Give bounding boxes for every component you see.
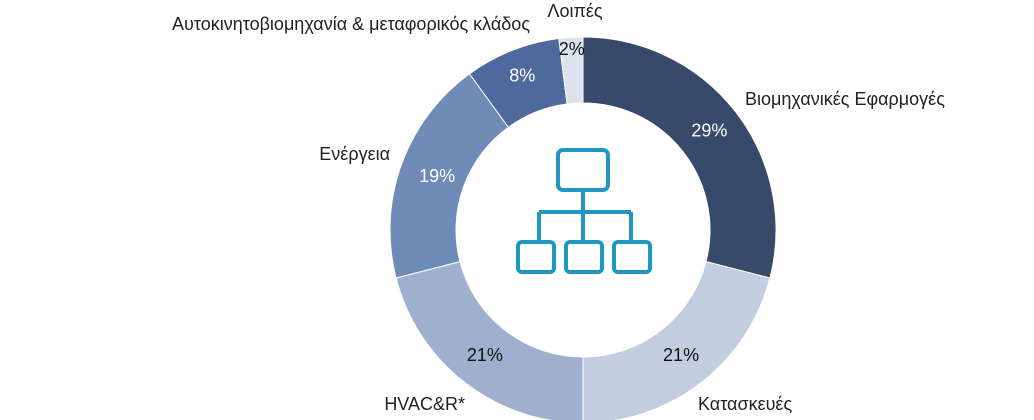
- category-label: Λοιπές: [547, 1, 602, 21]
- data-label: 2%: [559, 39, 585, 59]
- category-label: Ενέργεια: [319, 144, 390, 164]
- data-label: 8%: [509, 65, 535, 85]
- donut-slice: [558, 36, 584, 105]
- category-label: HVAC&R*: [384, 394, 465, 414]
- category-label: Βιομηχανικές Εφαρμογές: [745, 89, 945, 109]
- data-label: 19%: [419, 166, 455, 186]
- donut-slice: [582, 36, 777, 279]
- data-label: 21%: [467, 345, 503, 365]
- category-label: Κατασκευές: [698, 394, 792, 414]
- data-label: 29%: [691, 121, 727, 141]
- donut-slice: [582, 260, 771, 420]
- data-label: 21%: [663, 345, 699, 365]
- category-label: Αυτοκινητοβιομηχανία & μεταφορικός κλάδο…: [172, 14, 530, 34]
- center-icon: [516, 148, 652, 274]
